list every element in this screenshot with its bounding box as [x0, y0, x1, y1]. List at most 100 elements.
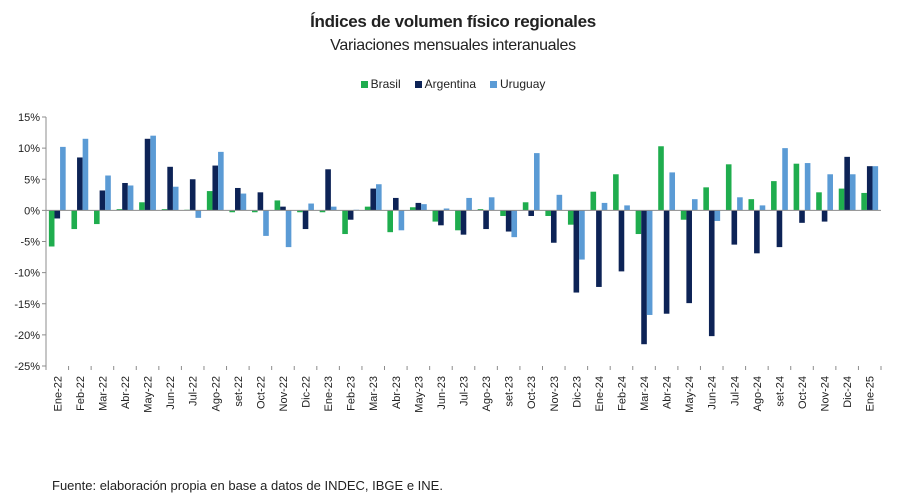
bar-argentina	[641, 210, 647, 345]
x-tick-label: Feb-22	[75, 376, 87, 411]
x-tick-label: Ene-25	[865, 376, 877, 411]
bar-argentina	[866, 166, 873, 211]
bar-brasil	[522, 202, 529, 211]
legend-item: Argentina	[414, 77, 477, 91]
x-tick-label: Jun-22	[165, 376, 177, 410]
bar-uruguay	[827, 174, 833, 211]
bar-brasil	[748, 199, 755, 211]
x-tick-label: May-22	[143, 376, 155, 413]
chart-title: Índices de volumen físico regionales	[310, 12, 596, 31]
bar-argentina	[754, 210, 760, 254]
bar-brasil	[274, 200, 281, 211]
bar-uruguay	[872, 166, 879, 211]
legend-item: Uruguay	[490, 77, 545, 91]
bar-brasil	[206, 191, 213, 211]
legend-swatch	[360, 80, 368, 88]
bar-uruguay	[105, 175, 111, 211]
y-tick-label: -5%	[20, 237, 40, 249]
x-tick-label: Ago-23	[481, 376, 493, 411]
x-tick-label: Jun-24	[707, 376, 719, 410]
bar-uruguay	[263, 210, 269, 236]
x-tick-label: Jul-24	[729, 376, 741, 406]
bar-brasil	[725, 164, 732, 211]
x-tick-label: set-22	[233, 376, 245, 407]
bar-argentina	[144, 138, 151, 211]
bar-uruguay	[443, 208, 450, 211]
x-tick-label: Mar-22	[97, 376, 109, 411]
bar-brasil	[71, 210, 78, 230]
x-tick-label: Ene-23	[323, 376, 335, 411]
legend-label: Brasil	[370, 77, 401, 91]
bar-argentina	[505, 210, 512, 232]
bar-argentina	[596, 210, 602, 287]
bar-uruguay	[466, 197, 472, 211]
bar-brasil	[455, 210, 461, 231]
bar-brasil	[590, 191, 597, 211]
x-tick-label: Nov-23	[549, 376, 561, 411]
bar-uruguay	[579, 210, 585, 260]
bar-uruguay	[804, 163, 811, 211]
bar-uruguay	[782, 148, 788, 211]
bar-brasil	[635, 210, 642, 235]
bar-argentina	[393, 197, 399, 211]
x-tick-label: Dic-23	[571, 376, 583, 408]
x-tick-label: Jun-23	[436, 376, 448, 410]
x-tick-label: Oct-24	[797, 376, 809, 409]
bar-uruguay	[669, 172, 676, 211]
bar-argentina	[438, 210, 444, 226]
bar-argentina	[663, 210, 670, 314]
x-tick-label: Nov-22	[278, 376, 290, 411]
bar-argentina	[122, 182, 128, 211]
bar-brasil	[139, 202, 145, 211]
bar-brasil	[319, 210, 326, 213]
bar-brasil	[297, 210, 303, 213]
legend-swatch	[414, 80, 422, 88]
legend-label: Argentina	[424, 77, 477, 91]
bar-argentina	[708, 210, 715, 337]
bar-argentina	[550, 210, 557, 243]
x-tick-label: Dic-22	[301, 376, 313, 408]
x-tick-label: Ene-24	[594, 376, 606, 411]
bar-argentina	[302, 210, 309, 230]
bar-argentina	[189, 179, 196, 211]
bar-argentina	[731, 210, 738, 245]
x-tick-label: May-23	[413, 376, 425, 413]
x-tick-label: Oct-23	[526, 376, 538, 409]
y-tick-label: -20%	[14, 330, 40, 342]
bar-argentina	[415, 202, 422, 211]
y-tick-label: 15%	[18, 112, 40, 124]
bar-argentina	[77, 157, 83, 211]
bar-argentina	[235, 187, 241, 211]
x-tick-label: Abr-24	[662, 376, 674, 409]
x-tick-label: Abr-23	[391, 376, 403, 409]
bar-brasil	[613, 174, 619, 211]
bar-brasil	[342, 210, 348, 235]
bar-brasil	[364, 206, 371, 211]
bar-argentina	[99, 190, 106, 211]
x-tick-label: Nov-24	[820, 376, 832, 411]
bar-brasil	[432, 210, 439, 222]
bar-uruguay	[172, 186, 179, 211]
bar-brasil	[771, 181, 777, 211]
bar-uruguay	[218, 151, 224, 211]
bar-brasil	[567, 210, 574, 225]
bar-brasil	[116, 209, 123, 211]
x-tick-label: May-24	[684, 376, 696, 413]
bar-uruguay	[398, 210, 405, 231]
bar-brasil	[500, 210, 506, 216]
y-tick-label: 5%	[24, 174, 40, 186]
bar-uruguay	[646, 210, 653, 315]
x-tick-label: Ago-22	[210, 376, 222, 411]
bar-brasil	[838, 188, 845, 211]
bar-brasil	[793, 163, 800, 211]
x-tick-label: set-24	[774, 376, 786, 407]
x-tick-label: set-23	[504, 376, 516, 407]
bar-brasil	[477, 209, 484, 211]
chart-subtitle: Variaciones mensuales interanuales	[330, 37, 576, 54]
bar-uruguay	[556, 194, 563, 211]
bar-uruguay	[511, 210, 518, 238]
bar-uruguay	[150, 135, 156, 211]
bar-argentina	[844, 156, 850, 211]
bar-brasil	[94, 210, 100, 225]
bar-uruguay	[195, 210, 202, 218]
